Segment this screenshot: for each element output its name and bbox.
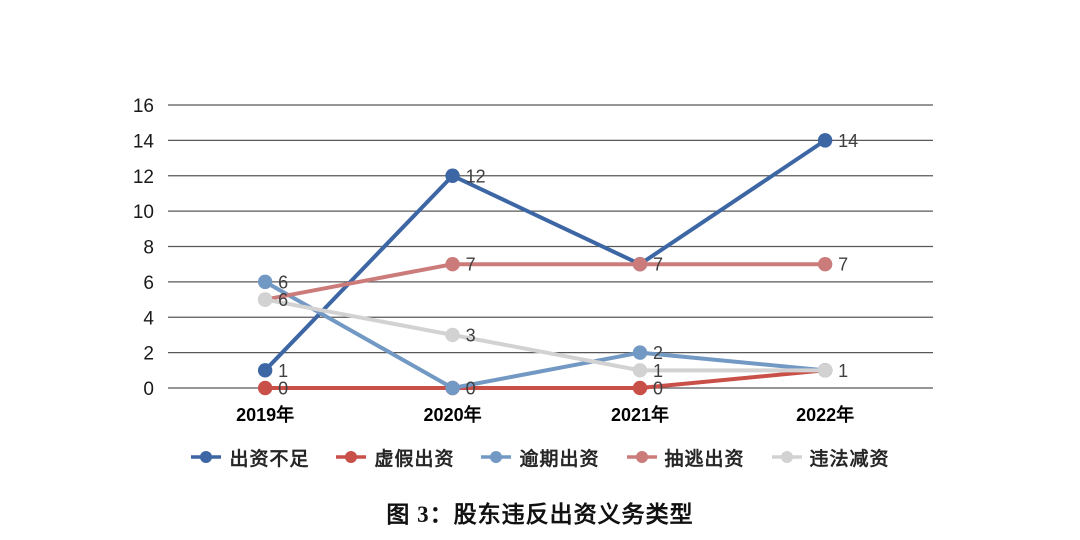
legend-marker-dot: [345, 451, 358, 463]
y-tick-label: 12: [133, 167, 154, 188]
data-point-label: 12: [466, 166, 486, 186]
data-point-label: 14: [838, 131, 858, 151]
y-tick-label: 6: [143, 273, 154, 294]
series-line: [263, 368, 828, 390]
data-point: [257, 274, 273, 290]
series-line: [263, 262, 828, 302]
data-point-label: 7: [466, 255, 476, 275]
legend-label: 违法减资: [809, 448, 890, 470]
data-point-label: 6: [278, 272, 288, 292]
data-point-label: 6: [278, 290, 288, 310]
y-tick-label: 14: [133, 131, 155, 152]
data-point: [445, 168, 460, 183]
legend-label: 逾期出资: [519, 448, 600, 470]
data-point-label: 0: [278, 379, 288, 399]
data-point-label: 7: [838, 255, 848, 275]
legend-item: 抽逃出资: [626, 444, 745, 471]
y-tick-label: 4: [143, 308, 154, 329]
legend-label: 抽逃出资: [664, 448, 745, 470]
legend-label: 出资不足: [229, 448, 310, 470]
chart-legend: 出资不足 虚假出资 逾期出资 抽逃出资 违法减资: [0, 441, 1080, 473]
series-line: [263, 138, 828, 373]
legend-marker-dot: [635, 451, 648, 463]
data-point-label: 3: [466, 325, 476, 345]
data-point: [817, 133, 833, 148]
legend-marker-icon: [191, 451, 222, 463]
data-point: [817, 256, 833, 272]
data-point: [817, 363, 833, 378]
data-point: [257, 380, 273, 396]
legend-marker-dot: [200, 451, 213, 463]
legend-marker-dot: [490, 451, 503, 463]
data-point-label: 7: [653, 255, 663, 275]
series-line: [263, 279, 828, 390]
y-tick-label: 8: [143, 238, 154, 259]
data-point: [632, 363, 648, 378]
line-chart: 0 2 4 6 8 10 12 14 16 2019年 2020年 2021年 2022年 1 12 14 0 0…: [133, 96, 933, 425]
data-point: [632, 345, 648, 360]
y-tick-label: 0: [143, 379, 154, 400]
figure-caption: 图 3：股东违反出资义务类型: [386, 502, 694, 527]
legend-marker-dot: [780, 451, 793, 463]
x-category-label: 2020年: [424, 404, 482, 425]
x-category-label: 2019年: [236, 404, 294, 425]
data-point: [632, 256, 648, 272]
legend-item: 逾期出资: [480, 444, 599, 471]
data-point: [257, 363, 273, 378]
data-point-label: 1: [278, 361, 288, 381]
y-tick-label: 10: [133, 202, 154, 223]
data-point: [445, 256, 460, 272]
data-point: [257, 292, 273, 307]
data-point-label: 1: [838, 361, 848, 381]
legend-item: 出资不足: [190, 444, 309, 471]
legend-item: 虚假出资: [335, 444, 454, 471]
x-category-label: 2021年: [611, 404, 669, 425]
legend-label: 虚假出资: [374, 448, 455, 470]
data-point-label: 0: [466, 379, 476, 399]
legend-marker-icon: [626, 451, 657, 463]
data-point: [445, 380, 460, 396]
data-point: [445, 327, 460, 343]
legend-marker-icon: [771, 451, 802, 463]
legend-marker-icon: [336, 451, 367, 463]
series-line: [263, 297, 828, 373]
x-category-label: 2022年: [796, 404, 854, 425]
y-tick-label: 2: [143, 344, 154, 365]
legend-item: 违法减资: [771, 444, 890, 471]
data-point-label: 1: [653, 361, 663, 381]
data-point-label: 2: [653, 343, 663, 363]
y-tick-label: 16: [133, 96, 154, 117]
data-point: [632, 380, 648, 396]
data-point-label: 0: [653, 379, 663, 399]
legend-marker-icon: [481, 451, 512, 463]
